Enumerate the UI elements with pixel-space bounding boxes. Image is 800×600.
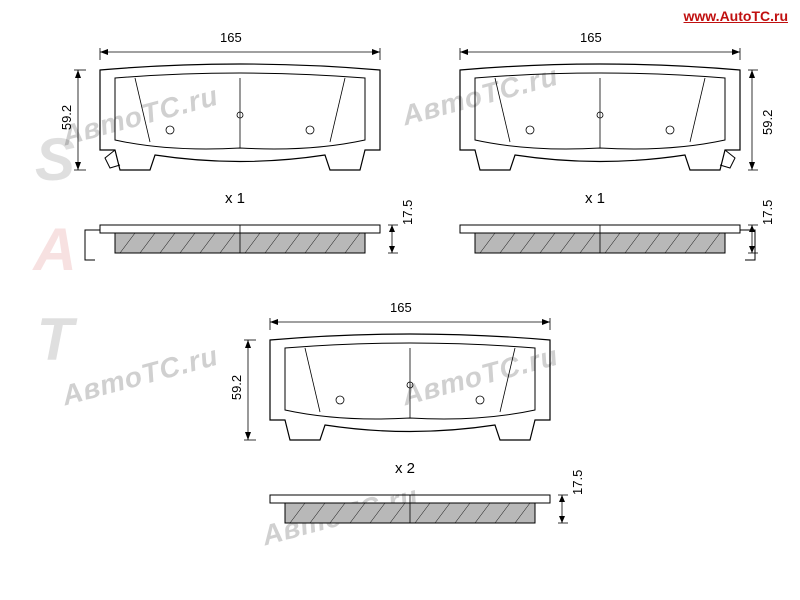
dim-height: 59.2 [229,375,244,400]
brake-pad-top-left: 165 [60,30,400,270]
svg-text:T: T [37,306,78,373]
source-url: www.AutoTC.ru [684,8,788,24]
brake-pad-bottom: 165 [230,300,570,540]
dim-height: 59.2 [59,105,74,130]
dim-thickness: 17.5 [570,470,585,495]
brake-pad-top-right: 165 [420,30,760,270]
dim-height: 59.2 [760,110,775,135]
qty-label: x 1 [585,190,605,207]
dim-thickness: 17.5 [400,200,415,225]
qty-label: x 2 [395,460,415,477]
dim-thickness: 17.5 [760,200,775,225]
qty-label: x 1 [225,190,245,207]
